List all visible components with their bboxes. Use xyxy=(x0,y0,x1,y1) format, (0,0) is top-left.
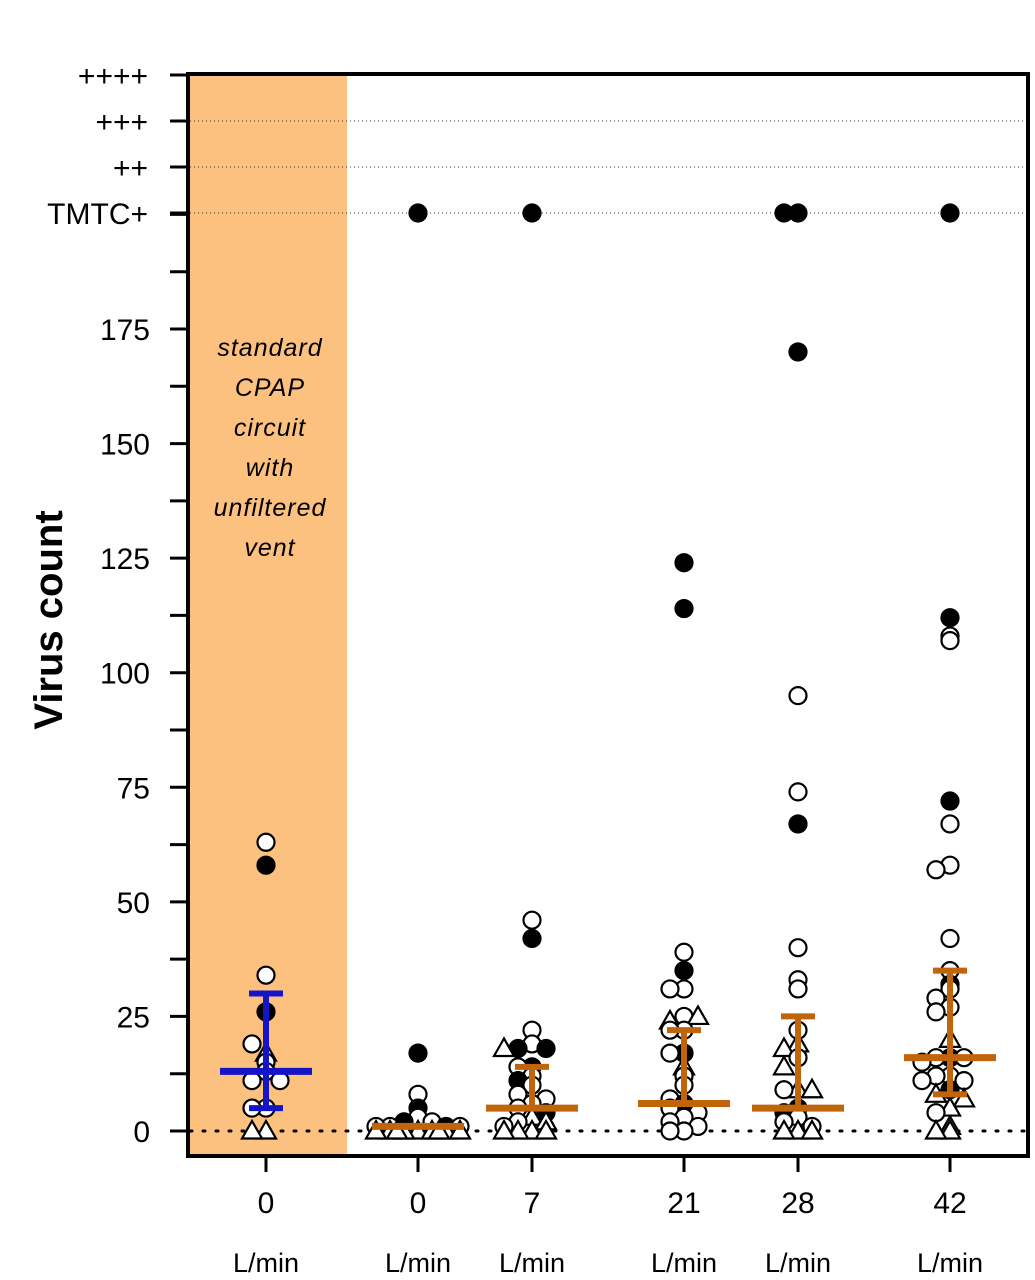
annotation-line: with xyxy=(246,454,294,482)
data-point-filled xyxy=(256,855,276,875)
data-point-open xyxy=(660,1121,680,1141)
annotation-line: vent xyxy=(244,534,295,562)
data-point-open xyxy=(926,1103,946,1123)
x-tick-label: 21 xyxy=(667,1187,700,1220)
data-point-triangle xyxy=(254,1118,278,1140)
x-axis-labels: 0 L/min 0 L/min 7 L/min 21 L/min 28 L/min 42 L/min xyxy=(233,1156,983,1278)
data-point-triangle xyxy=(772,1054,796,1076)
data-point-open xyxy=(774,1080,794,1100)
annotation-line: CPAP xyxy=(235,374,305,402)
y-tick-label: 125 xyxy=(100,543,150,576)
x-tick-label: 42 xyxy=(933,1187,966,1220)
y-tick-label: 150 xyxy=(100,429,150,462)
data-point-filled xyxy=(408,203,428,223)
y-tick-label: 100 xyxy=(100,658,150,691)
x-tick-label: 28 xyxy=(781,1187,814,1220)
data-point-filled xyxy=(522,203,542,223)
data-point-triangle xyxy=(492,1118,516,1140)
data-point-open xyxy=(788,938,808,958)
data-point-triangle xyxy=(772,1118,796,1140)
data-point-filled xyxy=(788,814,808,834)
x-unit-label: L/min xyxy=(499,1248,565,1278)
annotation-line: circuit xyxy=(234,414,306,442)
data-point-open xyxy=(788,782,808,802)
data-point-filled xyxy=(674,598,694,619)
y-category-label: +++ xyxy=(95,106,148,139)
y-category-label: ++ xyxy=(113,152,148,185)
data-point-triangle xyxy=(952,1086,976,1108)
data-point-filled xyxy=(674,553,694,573)
annotation-line: unfiltered xyxy=(214,494,327,522)
data-point-open xyxy=(940,631,960,651)
data-point-filled xyxy=(940,608,960,628)
data-point-triangle xyxy=(924,1118,948,1140)
data-point-triangle xyxy=(938,1118,962,1140)
data-point-open xyxy=(660,1043,680,1063)
data-point-open xyxy=(242,1034,262,1054)
data-point-triangle xyxy=(492,1036,516,1058)
x-tick-label: 0 xyxy=(258,1187,275,1220)
data-point-open xyxy=(256,832,276,852)
data-point-filled xyxy=(774,203,794,223)
x-unit-label: L/min xyxy=(917,1248,983,1278)
data-point-open xyxy=(256,965,276,985)
data-point-filled xyxy=(674,960,694,981)
data-point-filled xyxy=(940,203,960,223)
data-point-open xyxy=(522,910,542,930)
median-bars xyxy=(220,967,996,1130)
y-tick-label: 50 xyxy=(117,887,150,920)
data-point-triangle xyxy=(506,1118,530,1140)
data-point-open xyxy=(674,942,694,962)
data-point-open xyxy=(940,928,960,949)
shade-annotation: standard CPAP circuit with unfiltered vent xyxy=(214,334,327,562)
y-tick-label: 0 xyxy=(133,1116,150,1149)
x-unit-label: L/min xyxy=(385,1248,451,1278)
y-tick-label: 25 xyxy=(117,1001,150,1034)
data-point-triangle xyxy=(800,1118,824,1140)
data-point-open xyxy=(940,814,960,834)
x-tick-label: 7 xyxy=(524,1187,541,1220)
data-point-filled xyxy=(536,1038,556,1059)
y-axis-label: Virus count xyxy=(27,510,71,729)
data-point-filled xyxy=(940,791,960,811)
data-point-open xyxy=(926,1002,946,1022)
x-unit-label: L/min xyxy=(651,1248,717,1278)
gridlines xyxy=(190,120,1026,214)
data-point-filled xyxy=(408,1043,428,1063)
x-unit-label: L/min xyxy=(765,1248,831,1278)
y-tick-label: 75 xyxy=(117,772,150,805)
annotation-line: standard xyxy=(217,334,322,362)
data-point-triangle xyxy=(800,1077,824,1099)
data-point-filled xyxy=(522,928,542,949)
data-point-filled xyxy=(788,342,808,362)
y-category-label: TMTC+ xyxy=(47,198,148,231)
data-point-triangle xyxy=(786,1118,810,1140)
data-point-triangle xyxy=(240,1118,264,1140)
x-unit-label: L/min xyxy=(233,1248,299,1278)
data-point-open xyxy=(926,860,946,880)
y-category-label: ++++ xyxy=(78,60,148,93)
data-point-open xyxy=(788,979,808,999)
data-point-triangle xyxy=(520,1118,544,1140)
data-point-open xyxy=(788,686,808,706)
data-point-open xyxy=(660,979,680,999)
data-point-triangle xyxy=(686,1004,710,1026)
data-point-triangle xyxy=(534,1118,558,1140)
data-marks xyxy=(240,203,976,1141)
data-point-open xyxy=(912,1070,932,1091)
x-tick-label: 0 xyxy=(410,1187,427,1220)
y-tick-label: 175 xyxy=(100,314,150,347)
